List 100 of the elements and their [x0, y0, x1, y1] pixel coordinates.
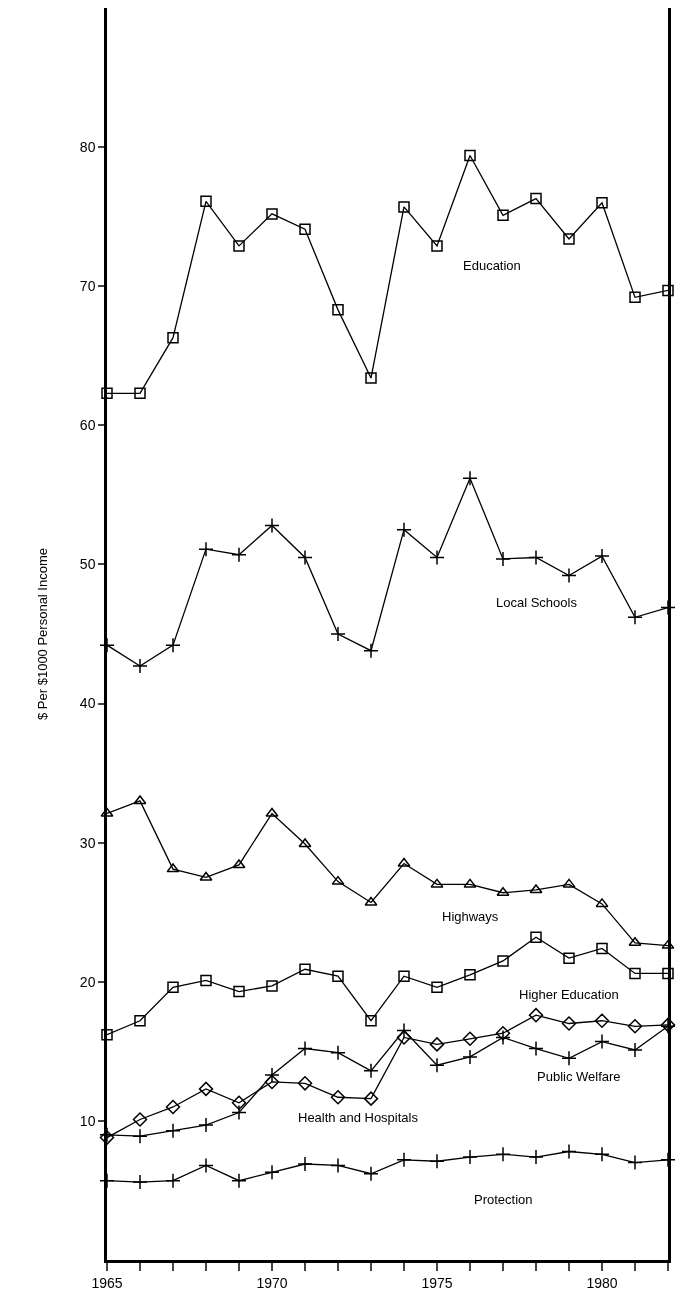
point: [331, 875, 345, 885]
point: [561, 1050, 577, 1067]
point: [165, 1122, 181, 1139]
point: [299, 223, 311, 235]
point: [365, 1014, 377, 1027]
point: [462, 1149, 478, 1165]
point: [660, 599, 676, 616]
point: [662, 284, 674, 297]
point: [363, 642, 379, 659]
point: [627, 1019, 643, 1034]
point: [298, 838, 312, 848]
point: [529, 884, 543, 894]
point: [330, 1089, 346, 1105]
point: [429, 549, 445, 566]
point: [629, 967, 641, 980]
point: [198, 1117, 214, 1133]
point: [200, 974, 212, 987]
point: [429, 1057, 445, 1073]
text: Protection: [474, 1192, 533, 1207]
point: [562, 878, 576, 888]
point: [561, 1016, 577, 1031]
point: [528, 1149, 544, 1165]
point: [133, 795, 147, 805]
series-label: Public Welfare: [537, 1069, 621, 1084]
x-tick-label: 1980: [586, 1274, 618, 1291]
point: [594, 548, 610, 564]
point: [464, 969, 476, 981]
point: [530, 931, 542, 944]
point: [363, 1063, 379, 1079]
x-tick-label: 1970: [256, 1274, 288, 1291]
point: [231, 546, 247, 563]
point: [398, 970, 410, 982]
point: [332, 970, 344, 982]
point: [264, 517, 280, 534]
point: [594, 1146, 610, 1163]
point: [165, 637, 181, 653]
point: [330, 626, 346, 642]
point: [266, 980, 278, 992]
point: [627, 609, 643, 626]
y-tick-label: 60: [79, 417, 96, 434]
point: [200, 195, 212, 208]
point: [198, 1081, 214, 1097]
point: [396, 1030, 412, 1045]
point: [297, 1156, 313, 1172]
point: [528, 1007, 544, 1023]
point: [199, 871, 213, 881]
point: [264, 1067, 280, 1083]
point: [264, 1074, 280, 1090]
point: [100, 807, 114, 817]
y-tick-label: 50: [79, 556, 96, 573]
x-tick-label: 1965: [91, 1274, 123, 1291]
point: [101, 1028, 113, 1041]
point: [462, 1031, 478, 1047]
point: [231, 1172, 247, 1189]
point: [464, 149, 476, 162]
point: [101, 387, 113, 400]
point: [563, 233, 575, 245]
point: [530, 192, 542, 205]
point: [628, 937, 642, 947]
point: [431, 240, 443, 252]
point: [198, 541, 214, 557]
point: [134, 1014, 146, 1027]
point: [497, 209, 509, 222]
point: [167, 981, 179, 994]
point: [233, 985, 245, 998]
series-label: Highways: [442, 909, 499, 924]
point: [596, 197, 608, 209]
point: [429, 1037, 445, 1052]
point: [495, 551, 511, 567]
point: [132, 1128, 148, 1144]
point: [396, 1152, 412, 1168]
point: [627, 1042, 643, 1058]
point: [165, 1172, 181, 1189]
point: [134, 387, 146, 400]
y-tick-label: 10: [79, 1112, 96, 1129]
point: [231, 1095, 247, 1111]
point: [198, 1157, 214, 1174]
point: [165, 1099, 181, 1115]
point: [364, 896, 378, 906]
point: [363, 1166, 379, 1182]
point: [561, 567, 577, 584]
point: [563, 952, 575, 964]
point: [431, 981, 443, 994]
point: [495, 1029, 511, 1046]
point: [265, 807, 279, 817]
point: [627, 1154, 643, 1171]
point: [365, 372, 377, 384]
point: [299, 963, 311, 976]
series-label: Higher Education: [519, 987, 619, 1002]
point: [396, 521, 412, 538]
point: [330, 1044, 346, 1061]
point: [330, 1157, 346, 1174]
point: [595, 898, 609, 908]
y-tick-label: 20: [79, 973, 96, 990]
point: [528, 549, 544, 566]
point: [264, 1164, 280, 1181]
y-tick-label: 70: [79, 278, 96, 295]
point: [661, 939, 675, 949]
point: [429, 1153, 445, 1169]
point: [497, 955, 509, 967]
